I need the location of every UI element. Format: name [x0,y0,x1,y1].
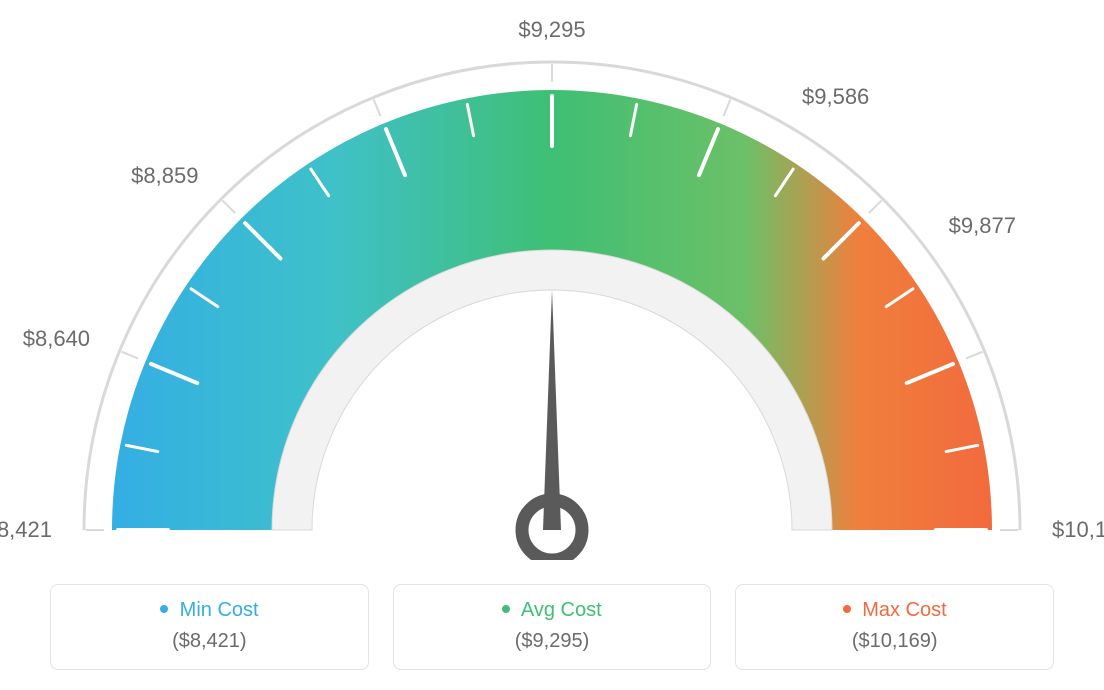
min-cost-title: Min Cost [61,599,358,622]
gauge-tick-label: $10,169 [1052,517,1104,543]
gauge-tick-label: $8,859 [131,163,198,189]
gauge-tick-label: $8,640 [23,326,90,352]
summary-cards: Min Cost ($8,421) Avg Cost ($9,295) Max … [50,584,1054,670]
min-cost-label: Min Cost [180,599,259,621]
dot-icon [502,605,510,613]
gauge-tick-label: $9,586 [802,84,869,110]
max-cost-value: ($10,169) [746,630,1043,653]
gauge-svg [0,0,1104,560]
avg-cost-label: Avg Cost [521,599,602,621]
dot-icon [843,605,851,613]
dot-icon [160,605,168,613]
gauge-chart-container: $8,421 $8,640 $8,859 $9,295 $9,586 $9,877 $10,… [0,0,1104,690]
max-cost-card: Max Cost ($10,169) [735,584,1054,670]
gauge-tick-label: $9,295 [518,17,585,43]
avg-cost-card: Avg Cost ($9,295) [393,584,712,670]
avg-cost-title: Avg Cost [404,599,701,622]
avg-cost-value: ($9,295) [404,630,701,653]
min-cost-value: ($8,421) [61,630,358,653]
max-cost-title: Max Cost [746,599,1043,622]
gauge-tick-label: $8,421 [0,517,52,543]
gauge-tick-label: $9,877 [949,213,1016,239]
gauge: $8,421 $8,640 $8,859 $9,295 $9,586 $9,877 $10,… [0,0,1104,560]
max-cost-label: Max Cost [862,599,946,621]
min-cost-card: Min Cost ($8,421) [50,584,369,670]
